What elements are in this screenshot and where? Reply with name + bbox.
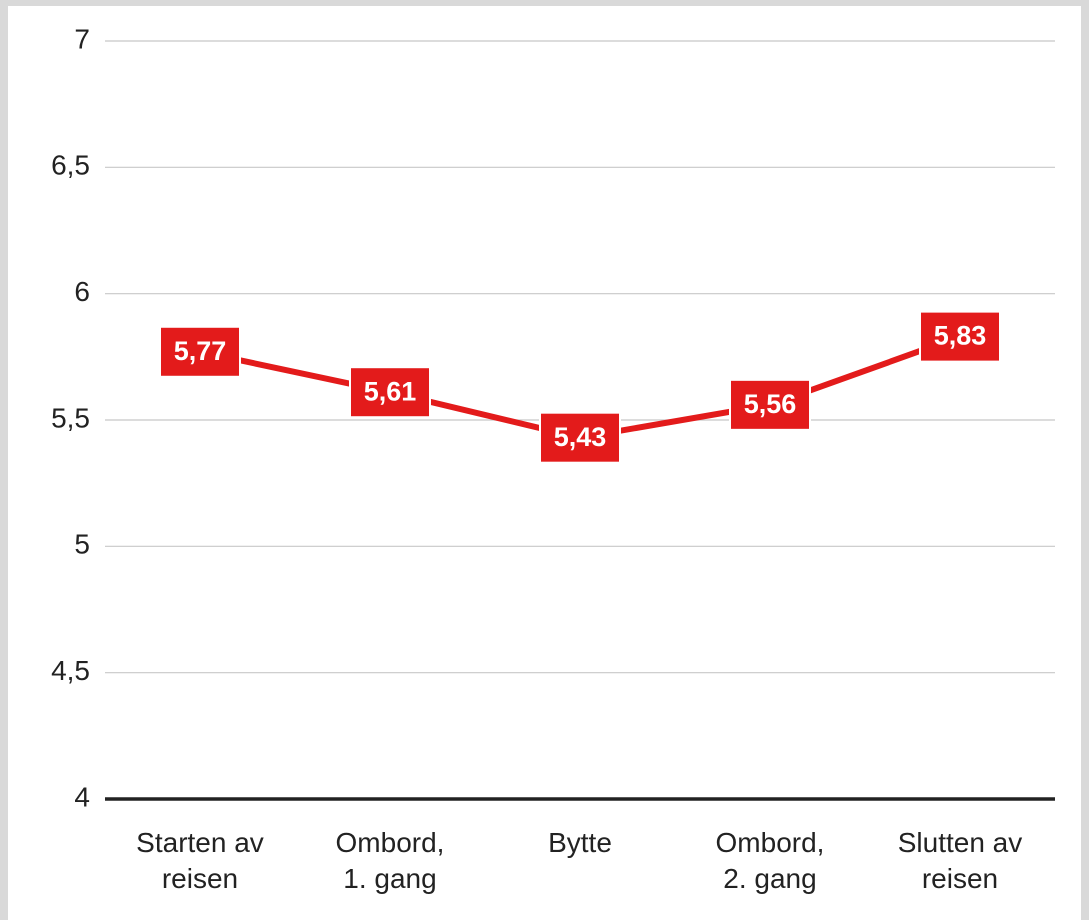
y-tick-label: 5,5 bbox=[51, 402, 90, 433]
x-tick-label: Starten av reisen bbox=[136, 827, 264, 894]
value-label: 5,83 bbox=[934, 321, 987, 351]
y-tick-label: 4 bbox=[74, 781, 90, 812]
x-tick-label: Slutten av reisen bbox=[898, 827, 1023, 894]
value-label-box bbox=[349, 366, 431, 419]
value-label-box bbox=[539, 411, 621, 464]
value-label-box bbox=[159, 325, 241, 378]
value-label: 5,77 bbox=[174, 336, 227, 366]
x-tick-label: Ombord, 1. gang bbox=[336, 827, 445, 894]
x-tick-label: Ombord, 2. gang bbox=[716, 827, 825, 894]
y-tick-label: 4,5 bbox=[51, 655, 90, 686]
y-tick-label: 6,5 bbox=[51, 150, 90, 181]
value-label-box bbox=[919, 310, 1001, 363]
value-label: 5,43 bbox=[554, 422, 607, 452]
y-tick-label: 7 bbox=[74, 23, 90, 54]
y-tick-label: 5 bbox=[74, 529, 90, 560]
y-tick-label: 6 bbox=[74, 276, 90, 307]
value-label-box bbox=[729, 378, 811, 431]
value-label: 5,56 bbox=[744, 389, 797, 419]
value-label: 5,61 bbox=[364, 376, 417, 406]
x-tick-label: Bytte bbox=[548, 827, 612, 858]
